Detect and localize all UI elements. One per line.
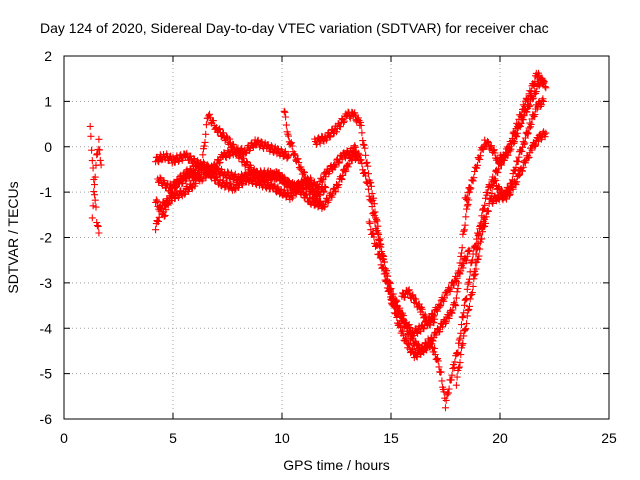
y-tick-labels: -6 -5 -4 -3 -2 -1 0 1 2 — [40, 48, 53, 427]
x-tick-label: 0 — [60, 430, 68, 446]
satellite-track-a — [86, 122, 103, 237]
x-tick-label: 5 — [169, 430, 177, 446]
y-tick-label: -5 — [40, 366, 53, 382]
chart-title: Day 124 of 2020, Sidereal Day-to-day VTE… — [40, 20, 549, 36]
y-axis-label: SDTVAR / TECUs — [5, 181, 21, 293]
y-tick-label: 1 — [44, 93, 52, 109]
satellite-track-k-plus-markers — [398, 286, 439, 329]
satellite-track-l — [452, 75, 550, 389]
satellite-track-j-plus-markers — [365, 214, 489, 412]
x-tick-label: 15 — [383, 430, 399, 446]
satellite-track-m-plus-markers — [461, 69, 548, 203]
y-tick-label: 2 — [44, 48, 52, 64]
data-marks — [86, 69, 550, 412]
satellite-track-g-plus-markers — [280, 107, 325, 210]
satellite-track-o — [487, 95, 548, 207]
satellite-track-k — [398, 286, 439, 329]
y-tick-label: -6 — [40, 411, 53, 427]
x-tick-label: 10 — [274, 430, 290, 446]
x-tick-label: 20 — [492, 430, 508, 446]
grid — [64, 56, 609, 419]
x-axis-label: GPS time / hours — [283, 457, 390, 473]
satellite-track-m — [461, 69, 548, 203]
satellite-track-b-plus-markers — [88, 135, 105, 222]
satellite-track-a-plus-markers — [86, 122, 103, 237]
y-tick-label: -1 — [40, 184, 53, 200]
satellite-track-o-plus-markers — [487, 95, 548, 207]
y-tick-label: -3 — [40, 275, 53, 291]
satellite-track-g — [280, 107, 325, 210]
satellite-track-f — [154, 136, 292, 195]
satellite-track-b — [88, 135, 105, 222]
y-tick-label: -2 — [40, 230, 53, 246]
satellite-track-l-plus-markers — [452, 75, 550, 389]
axis-ticks — [63, 55, 610, 420]
y-tick-label: 0 — [44, 139, 52, 155]
x-tick-label: 25 — [601, 430, 617, 446]
y-tick-label: -4 — [40, 320, 53, 336]
satellite-track-e — [152, 147, 360, 212]
satellite-track-f-plus-markers — [154, 136, 292, 195]
satellite-track-e-plus-markers — [152, 147, 360, 212]
satellite-track-j — [365, 214, 489, 412]
x-tick-labels: 0 5 10 15 20 25 — [60, 430, 617, 446]
